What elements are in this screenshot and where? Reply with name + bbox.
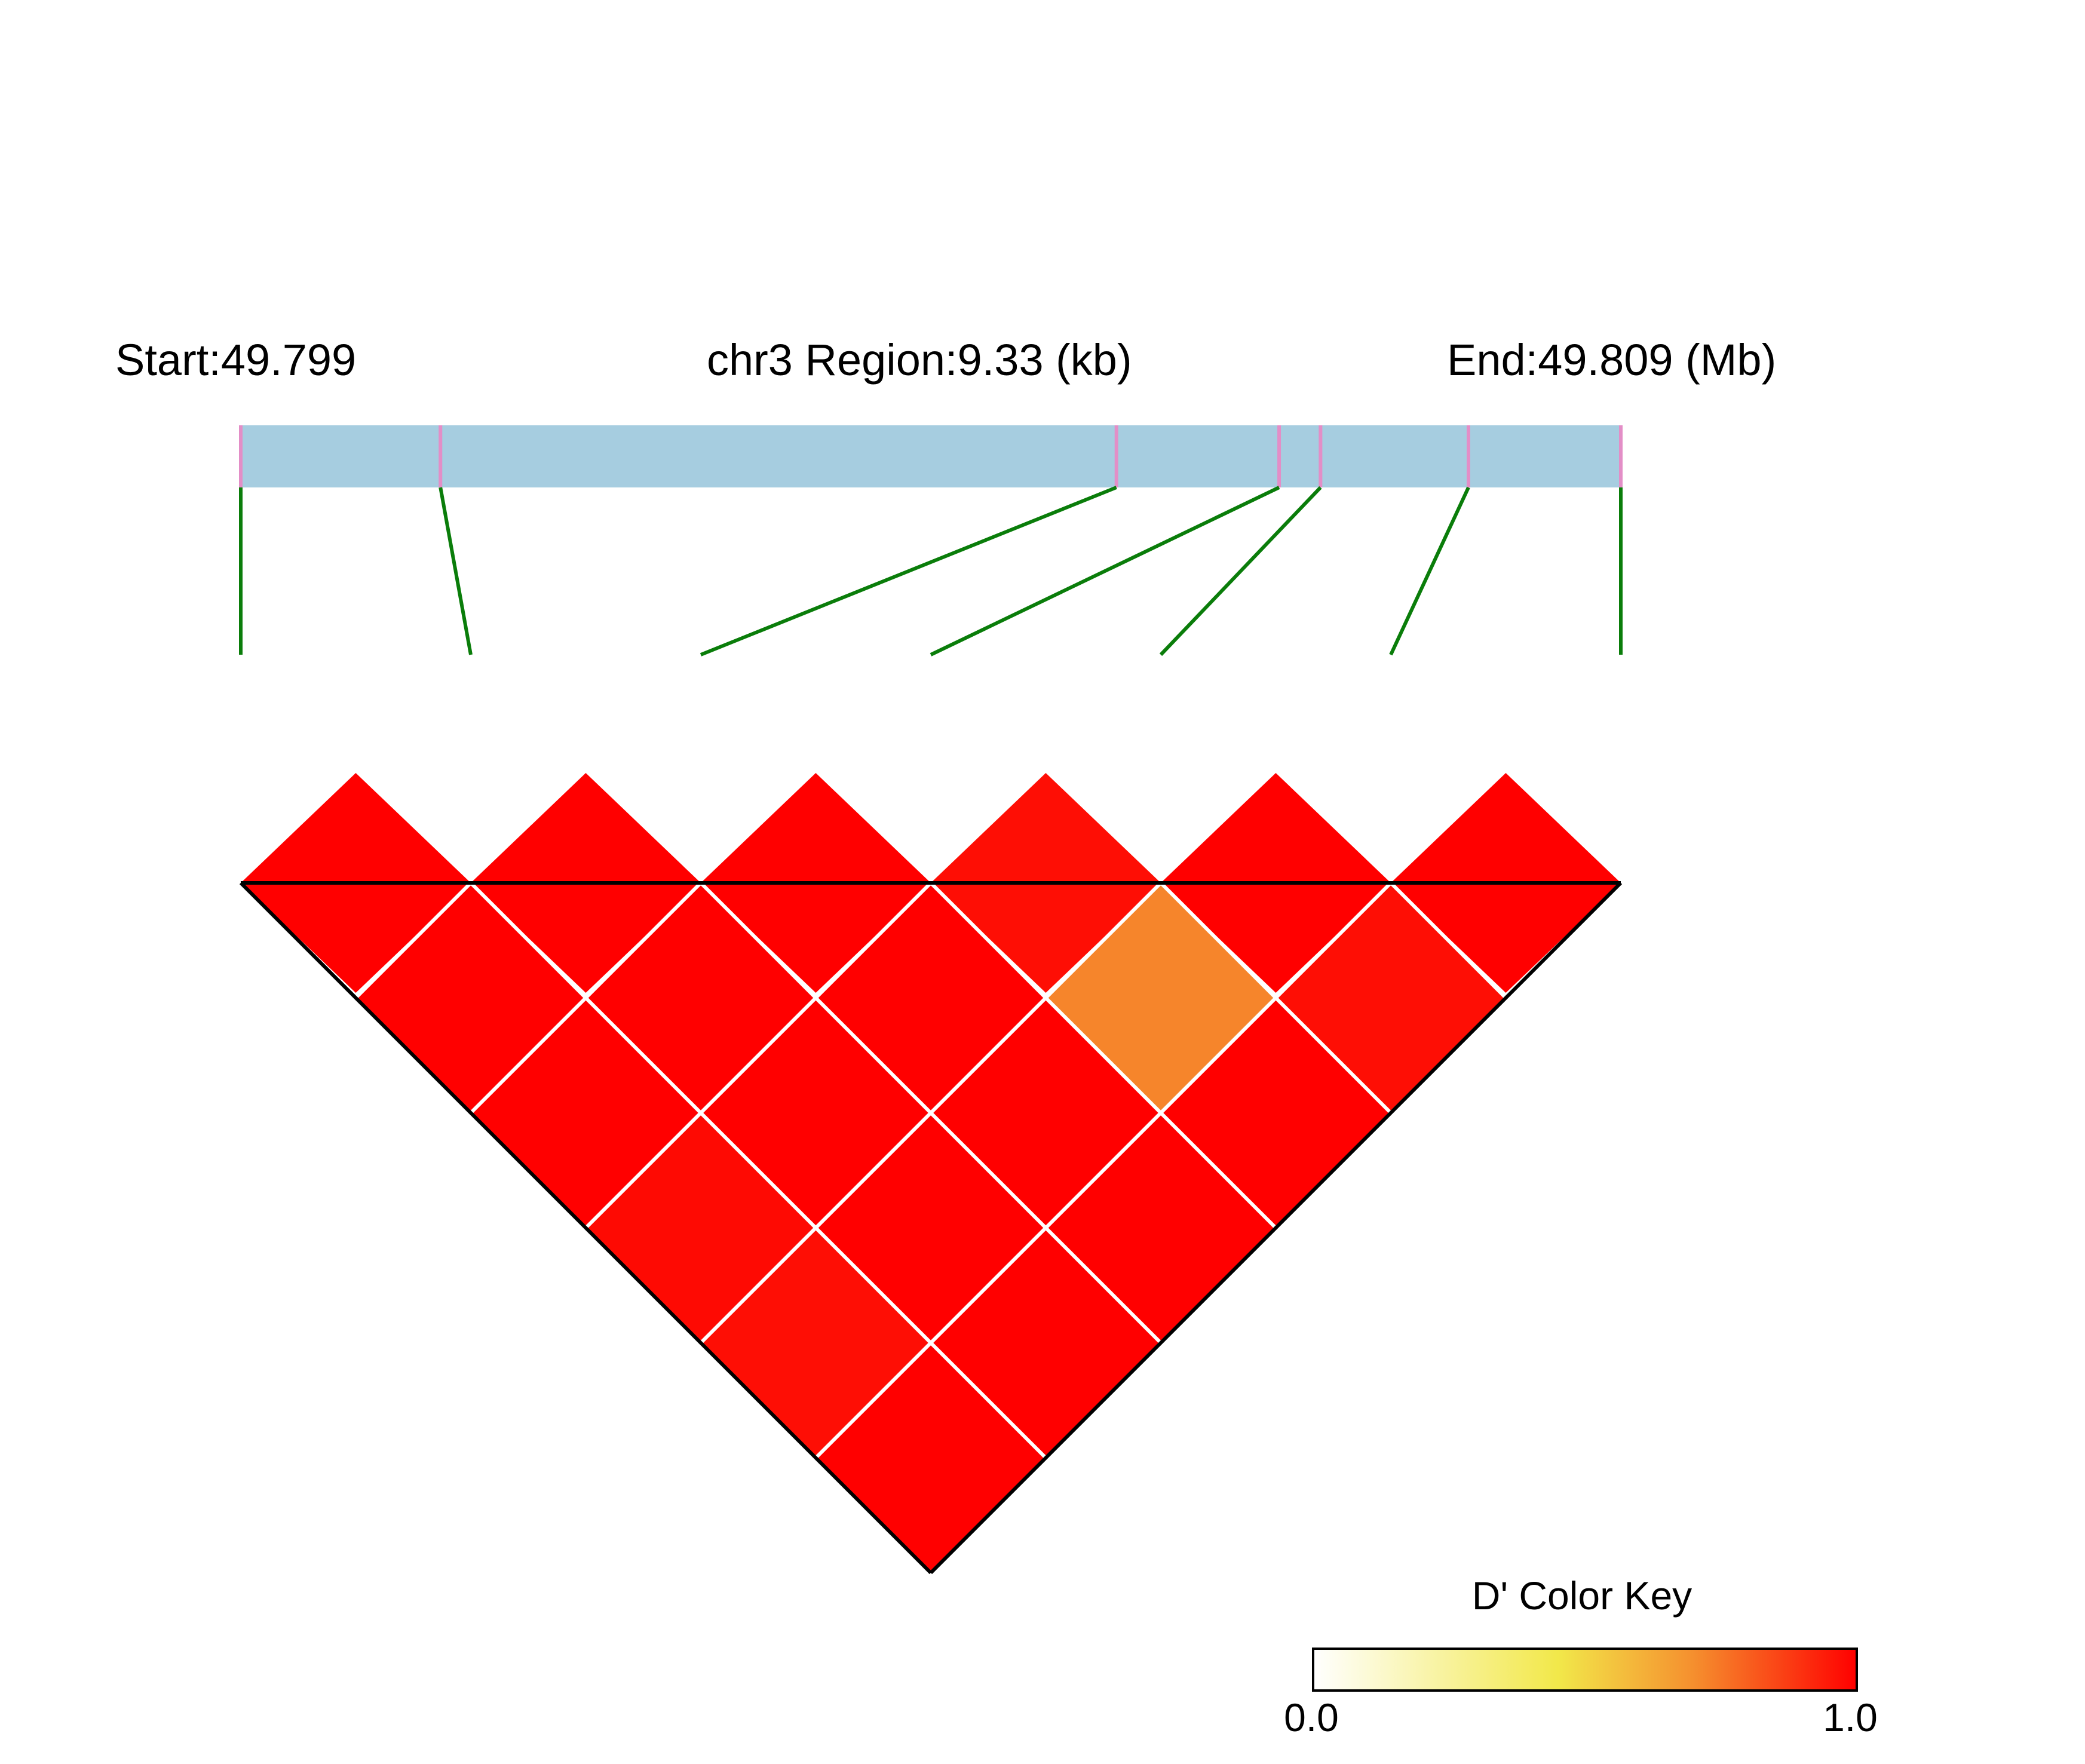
grid-line: [469, 881, 1047, 1459]
left-edge: [239, 881, 933, 1575]
grid-line: [584, 881, 933, 1229]
color-key-title: D' Color Key: [1472, 1573, 1692, 1618]
grid-line: [699, 881, 1163, 1345]
end-label: End:49.809 (Mb): [1447, 335, 1776, 385]
right-edge: [929, 881, 1623, 1575]
ld-grid-lines: [354, 881, 1507, 1459]
snp-connector: [930, 486, 1280, 656]
grid-line: [814, 881, 1393, 1459]
ld-outline: [239, 881, 1623, 1575]
ld-cells: [241, 773, 1621, 1573]
color-key-max: 1.0: [1823, 1695, 1878, 1740]
color-key-gradient: [1312, 1648, 1858, 1692]
snp-connector: [700, 486, 1117, 656]
grid-line: [929, 881, 1277, 1229]
snp-connector: [1389, 486, 1470, 656]
color-key-min: 0.0: [1284, 1695, 1339, 1740]
snp-connector: [439, 487, 473, 655]
snp-ticks: [239, 425, 1623, 487]
start-label: Start:49.799: [115, 335, 356, 385]
snp-connectors: [239, 486, 1623, 656]
region-label: chr3 Region:9.33 (kb): [707, 335, 1132, 385]
grid-line: [469, 881, 703, 1115]
grid-line: [354, 881, 473, 999]
snp-connector: [1159, 486, 1322, 656]
region-track: [241, 425, 1621, 487]
grid-line: [1389, 881, 1507, 999]
